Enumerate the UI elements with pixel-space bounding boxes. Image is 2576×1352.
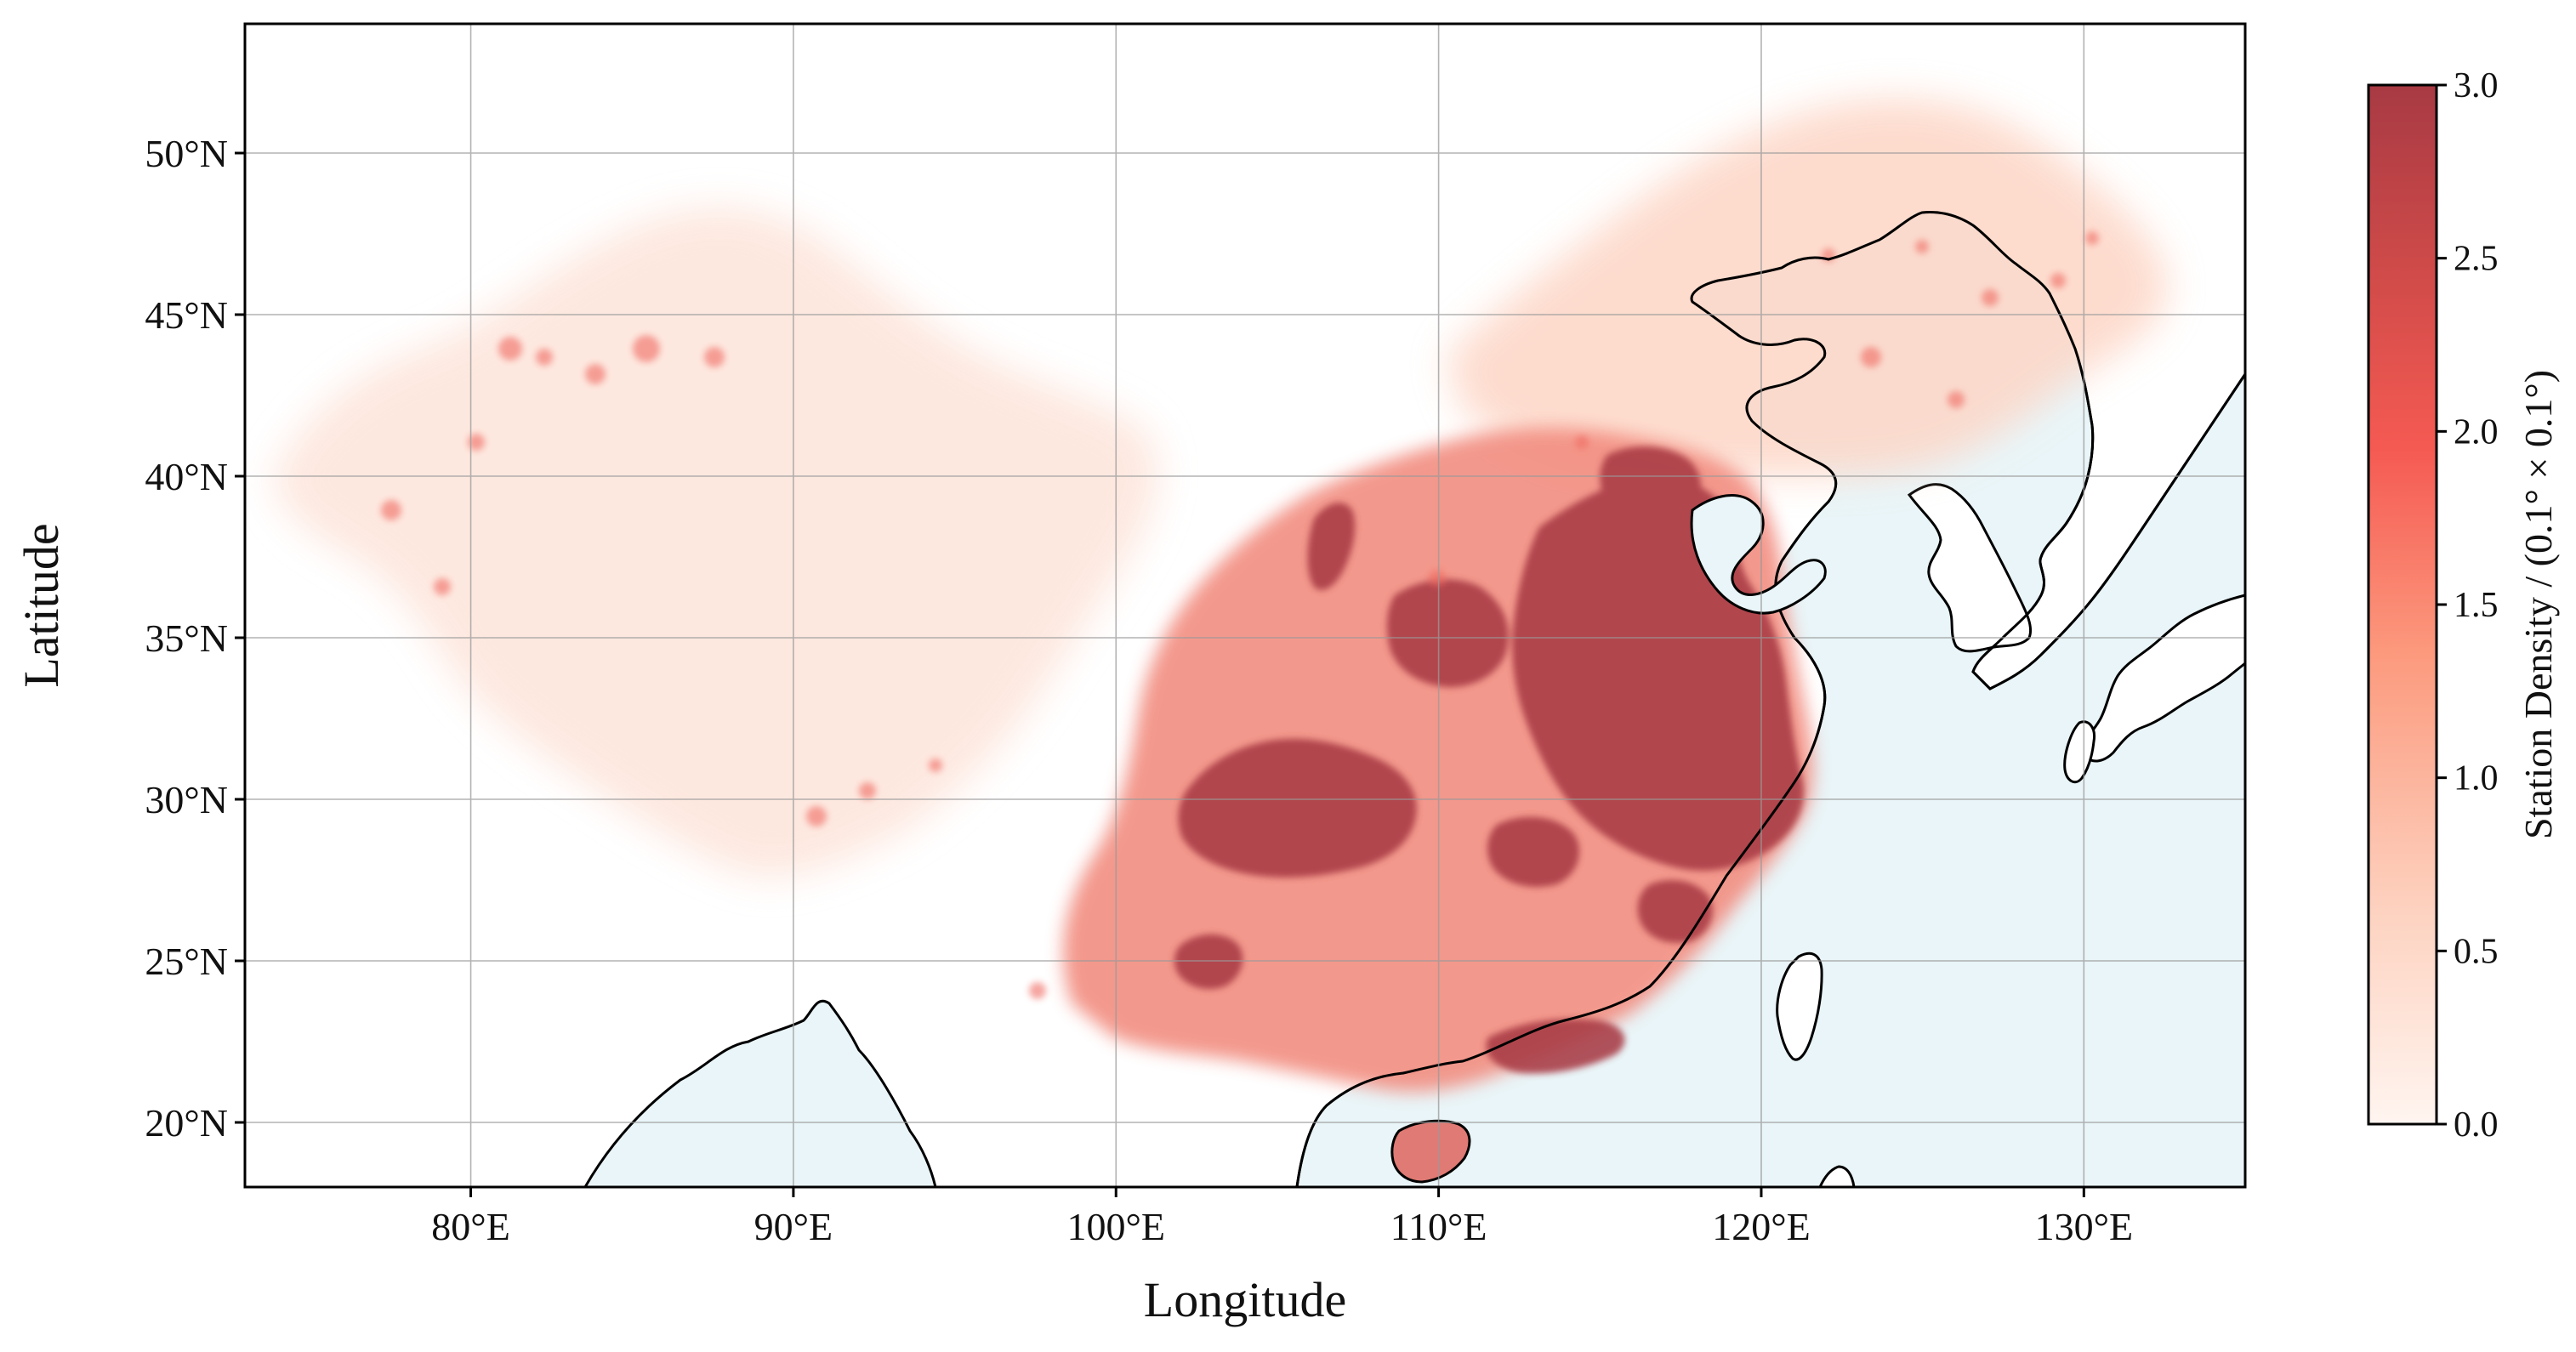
colorbar-tick-label: 1.5 bbox=[2454, 586, 2499, 625]
y-tick-label: 35°N bbox=[145, 616, 228, 660]
x-axis-ticks: 80°E 90°E 100°E 110°E 120°E 130°E bbox=[431, 1187, 2133, 1248]
colorbar-ticks: 0.0 0.5 1.0 1.5 2.0 2.5 3.0 bbox=[2437, 66, 2499, 1145]
colorbar-title: Station Density / (0.1° × 0.1°) bbox=[2516, 370, 2560, 839]
y-axis-ticks: 20°N 25°N 30°N 35°N 40°N 45°N 50°N bbox=[145, 132, 245, 1145]
kyushu-island bbox=[2063, 720, 2096, 784]
x-tick-label: 130°E bbox=[2035, 1205, 2134, 1248]
colorbar-tick-label: 2.5 bbox=[2454, 240, 2499, 279]
colorbar-tick-label: 2.0 bbox=[2454, 412, 2499, 452]
x-axis-title: Longitude bbox=[1144, 1272, 1346, 1327]
bohai-bay-coast bbox=[1690, 494, 1827, 615]
gridlines bbox=[245, 24, 2245, 1187]
x-tick-label: 80°E bbox=[431, 1205, 510, 1248]
colorbar-tick-label: 0.0 bbox=[2454, 1105, 2499, 1145]
x-tick-label: 110°E bbox=[1390, 1205, 1487, 1248]
luzon-tip bbox=[1818, 1165, 1856, 1187]
colorbar bbox=[2367, 83, 2438, 1126]
mainland-coastline bbox=[1295, 211, 2245, 1187]
colorbar-tick-label: 1.0 bbox=[2454, 759, 2499, 798]
y-tick-label: 30°N bbox=[145, 778, 228, 821]
colorbar-tick-label: 3.0 bbox=[2454, 66, 2499, 105]
y-axis-title: Latitude bbox=[14, 523, 69, 687]
x-tick-label: 100°E bbox=[1067, 1205, 1166, 1248]
korean-peninsula bbox=[1907, 483, 2033, 653]
x-tick-label: 90°E bbox=[754, 1205, 833, 1248]
station-density-layer bbox=[272, 99, 2167, 1092]
y-tick-label: 40°N bbox=[145, 455, 228, 498]
y-tick-label: 20°N bbox=[145, 1101, 228, 1145]
plot-frame bbox=[243, 22, 2247, 1189]
y-tick-label: 45°N bbox=[145, 293, 228, 337]
x-tick-label: 120°E bbox=[1712, 1205, 1811, 1248]
colorbar-tick-label: 0.5 bbox=[2454, 932, 2499, 971]
y-tick-label: 50°N bbox=[145, 132, 228, 175]
taiwan-island bbox=[1776, 952, 1823, 1061]
y-tick-label: 25°N bbox=[145, 940, 228, 983]
